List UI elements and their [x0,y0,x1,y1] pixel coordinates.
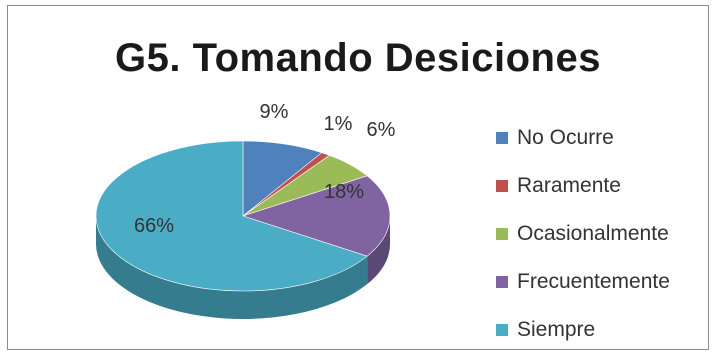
legend-item-frecuentemente: Frecuentemente [496,258,706,306]
legend-item-raramente: Raramente [496,162,706,210]
pie-chart: 9% 1% 6% 18% 66% [95,101,396,320]
legend-label: Ocasionalmente [517,222,669,245]
pie-side-siempre [96,216,368,320]
legend-swatch [496,228,508,240]
data-label-siempre: 66% [134,215,174,237]
pie-labels: 9% 1% 6% 18% 66% [134,101,396,237]
legend-label: Raramente [517,174,621,197]
legend-swatch [496,276,508,288]
legend-item-siempre: Siempre [496,306,706,349]
pie-sides [96,216,390,320]
data-label-raramente: 1% [324,113,353,135]
pie-side-frecuentemente [367,216,390,285]
data-label-frecuentemente: 18% [324,181,364,203]
pie-slice-siempre [95,140,368,292]
data-label-ocasionalmente: 6% [367,119,396,141]
legend-swatch [496,180,508,192]
legend-swatch [496,324,508,336]
chart-title: G5. Tomando Desiciones [115,36,601,80]
legend-swatch [496,132,508,144]
legend-label: Siempre [517,318,596,341]
legend-label: Frecuentemente [517,270,670,293]
legend-item-no-ocurre: No Ocurre [496,114,706,162]
pie-tops [95,140,391,292]
pie-slice-no-ocurre [242,140,323,217]
pie-slice-frecuentemente [242,175,391,257]
data-label-no-ocurre: 9% [260,101,289,123]
legend: No Ocurre Raramente Ocasionalmente Frecu… [496,114,706,349]
chart-frame: G5. Tomando Desiciones 9% 1% 6% 18% 66% No O… [7,5,709,350]
legend-item-ocasionalmente: Ocasionalmente [496,210,706,258]
legend-label: No Ocurre [517,126,614,149]
